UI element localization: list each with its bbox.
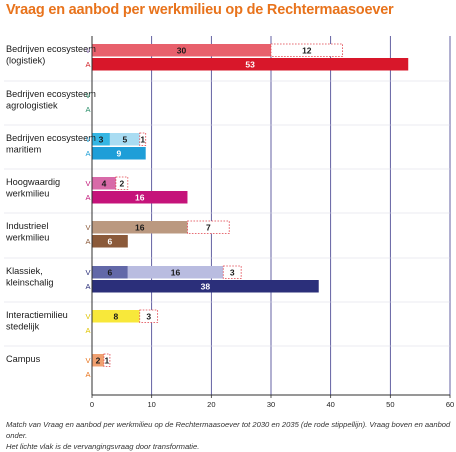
category-label-line: Bedrijven ecosysteem bbox=[6, 133, 96, 143]
vraag-data-label: 3 bbox=[99, 134, 104, 144]
vraag-row-label: V bbox=[86, 356, 91, 365]
category-label: Bedrijven ecosysteem maritiem bbox=[6, 133, 96, 155]
category-label: Campus bbox=[6, 354, 41, 364]
chart-caption: Match van Vraag en aanbod per werkmilieu… bbox=[6, 419, 451, 452]
vraag-data-label: 5 bbox=[122, 134, 127, 144]
aanbod-bar-segment bbox=[92, 191, 188, 204]
category-label: Hoogwaardig werkmilieu bbox=[5, 177, 60, 199]
aanbod-data-label: 53 bbox=[245, 59, 255, 69]
category-label-line: werkmilieu bbox=[5, 189, 49, 199]
vraag-bar-segment bbox=[270, 43, 343, 57]
vraag-bar-segment bbox=[115, 176, 129, 190]
vraag-row-label: V bbox=[86, 179, 91, 188]
vraag-data-label: 16 bbox=[135, 222, 145, 232]
category-label-line: werkmilieu bbox=[5, 233, 49, 243]
vraag-row-label: V bbox=[86, 223, 91, 232]
vraag-bar-segment bbox=[92, 44, 271, 57]
x-axis: 0 10 20 30 40 50 60 bbox=[90, 36, 454, 409]
vraag-bar-segment bbox=[92, 354, 104, 367]
vraag-data-label: 3 bbox=[146, 311, 151, 321]
category-label-line: maritiem bbox=[6, 145, 42, 155]
aanbod-data-label: 38 bbox=[201, 281, 211, 291]
vraag-row-label: V bbox=[86, 91, 91, 100]
bars-layer bbox=[92, 43, 409, 367]
aanbod-data-label: 16 bbox=[135, 192, 145, 202]
vraag-data-label: 8 bbox=[113, 311, 118, 321]
vraag-data-label: 30 bbox=[177, 45, 187, 55]
aanbod-data-label: 6 bbox=[108, 236, 113, 246]
category-label: Bedrijven ecosysteem (logistiek) bbox=[6, 44, 96, 66]
vraag-data-label: 12 bbox=[302, 45, 312, 55]
vraag-bar-segment bbox=[139, 309, 159, 323]
grid-layer bbox=[4, 36, 451, 395]
category-label-line: Interactiemilieu bbox=[6, 310, 68, 320]
category-label-line: Industrieel bbox=[6, 221, 48, 231]
category-label-line: Bedrijven ecosysteem bbox=[6, 44, 96, 54]
caption-line-2: Het lichte vlak is de vervangingsvraag d… bbox=[6, 442, 200, 451]
vraag-data-label: 1 bbox=[140, 134, 145, 144]
vraag-data-label: 3 bbox=[230, 267, 235, 277]
chart-title: Vraag en aanbod per werkmilieu op de Rec… bbox=[6, 2, 394, 18]
aanbod-data-label: 9 bbox=[116, 148, 121, 158]
category-label-line: Campus bbox=[6, 354, 41, 364]
vraag-data-label: 6 bbox=[108, 267, 113, 277]
aanbod-bar-segment bbox=[92, 58, 409, 71]
vraag-bar-segment bbox=[109, 133, 140, 146]
category-label-line: (logistiek) bbox=[6, 56, 45, 66]
aanbod-row-label: A bbox=[86, 237, 91, 246]
aanbod-bar-segment bbox=[92, 147, 146, 160]
aanbod-bar-segment bbox=[92, 280, 319, 293]
vraag-data-label: 7 bbox=[206, 222, 211, 232]
x-tick-label: 50 bbox=[386, 400, 394, 409]
vraag-data-label: 2 bbox=[119, 178, 124, 188]
x-tick-label: 0 bbox=[90, 400, 94, 409]
aanbod-row-label: A bbox=[86, 370, 91, 379]
vraag-data-label: 1 bbox=[105, 355, 110, 365]
vraag-bar-segment bbox=[92, 266, 128, 279]
vraag-bar-segment bbox=[222, 265, 242, 279]
aanbod-row-label: A bbox=[86, 105, 91, 114]
x-tick-label: 10 bbox=[147, 400, 155, 409]
vraag-bar-segment bbox=[92, 133, 110, 146]
caption-line-1: Match van Vraag en aanbod per werkmilieu… bbox=[6, 420, 451, 440]
aanbod-row-label: A bbox=[86, 149, 91, 158]
aanbod-row-label: A bbox=[86, 193, 91, 202]
x-tick-label: 60 bbox=[446, 400, 454, 409]
vraag-row-label: V bbox=[86, 135, 91, 144]
vraag-data-label: 2 bbox=[96, 355, 101, 365]
vraag-row-label: V bbox=[86, 46, 91, 55]
vraag-data-label: 4 bbox=[102, 178, 107, 188]
vraag-bar-segment bbox=[187, 220, 230, 234]
vraag-bar-segment bbox=[92, 221, 188, 234]
vraag-bar-segment bbox=[139, 132, 147, 146]
category-label-line: stedelijk bbox=[6, 322, 40, 332]
vraag-bar-segment bbox=[103, 353, 111, 367]
aanbod-row-label: A bbox=[86, 282, 91, 291]
vraag-row-label: V bbox=[86, 268, 91, 277]
category-label-line: kleinschalig bbox=[6, 278, 54, 288]
x-tick-label: 20 bbox=[207, 400, 215, 409]
vraag-data-label: 16 bbox=[171, 267, 181, 277]
category-label: Industrieel werkmilieu bbox=[5, 221, 49, 243]
category-label-line: Hoogwaardig bbox=[6, 177, 60, 187]
vraag-bar-segment bbox=[127, 266, 224, 279]
category-label: Bedrijven ecosysteem agrologistiek bbox=[6, 89, 96, 111]
category-label-line: Klassiek, bbox=[6, 266, 43, 276]
category-label-line: Bedrijven ecosysteem bbox=[6, 89, 96, 99]
vraag-bar-segment bbox=[92, 310, 140, 323]
x-tick-label: 40 bbox=[326, 400, 334, 409]
x-tick-label: 30 bbox=[267, 400, 275, 409]
vraag-bar-segment bbox=[92, 177, 116, 190]
category-label: Interactiemilieu stedelijk bbox=[6, 310, 68, 332]
aanbod-row-label: A bbox=[86, 326, 91, 335]
category-label: Klassiek, kleinschalig bbox=[6, 266, 54, 288]
aanbod-row-label: A bbox=[86, 60, 91, 69]
category-label-line: agrologistiek bbox=[6, 101, 58, 111]
aanbod-bar-segment bbox=[92, 235, 128, 248]
vraag-row-label: V bbox=[86, 312, 91, 321]
